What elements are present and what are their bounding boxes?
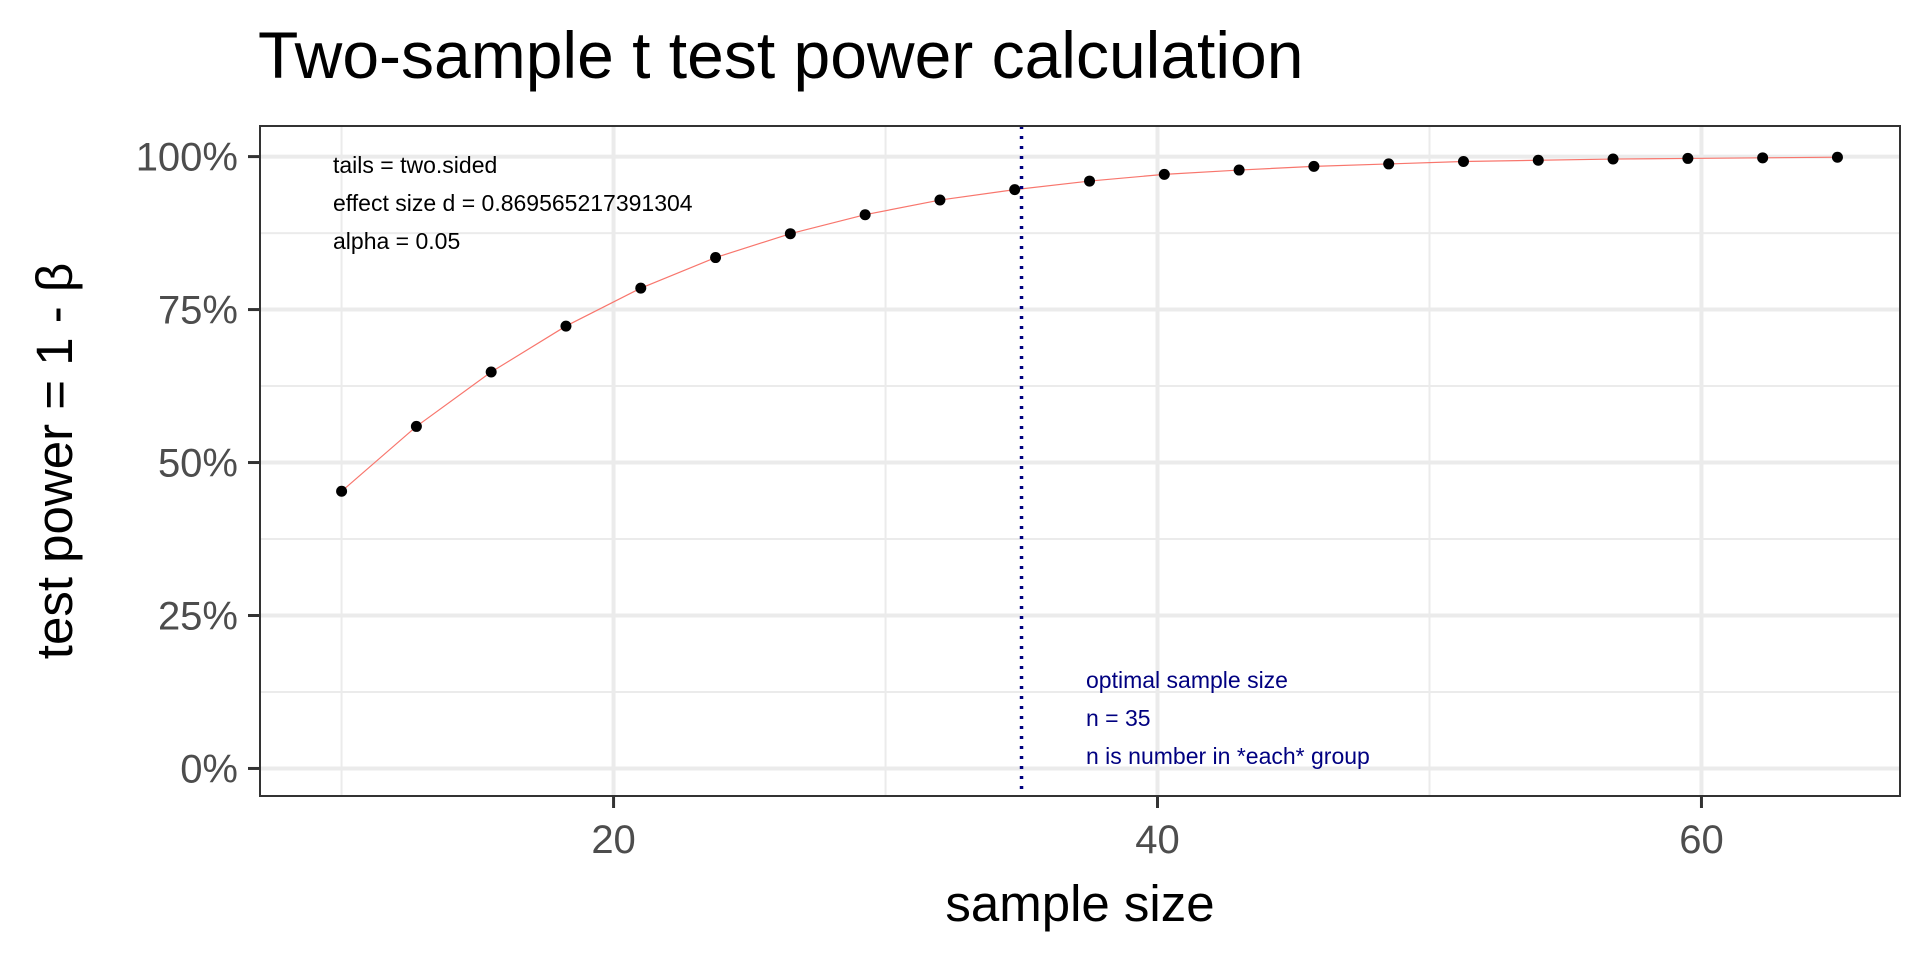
data-point <box>410 420 422 432</box>
x-tick-label: 20 <box>591 818 636 862</box>
data-point <box>784 228 796 240</box>
y-axis-title: test power = 1 - β <box>26 263 83 659</box>
data-point <box>485 366 497 378</box>
data-point <box>1682 152 1694 164</box>
annotations: tails = two.sided effect size d = 0.86956… <box>333 152 1370 769</box>
grid <box>260 126 1900 796</box>
optimal-annotation-line: optimal sample size <box>1086 667 1288 693</box>
data-point <box>1233 164 1245 176</box>
data-point <box>1757 152 1769 164</box>
optimal-annotation-line: n is number in *each* group <box>1086 743 1370 769</box>
data-point <box>1009 184 1021 196</box>
data-point <box>1084 175 1096 187</box>
y-tick-label: 0% <box>180 747 238 791</box>
x-tick-label: 40 <box>1135 818 1180 862</box>
data-point <box>336 485 348 497</box>
data-point <box>1607 153 1619 165</box>
y-tick-label: 100% <box>136 136 238 180</box>
parameter-annotation-line: tails = two.sided <box>333 152 497 178</box>
data-point <box>1158 168 1170 180</box>
chart-title: Two-sample t test power calculation <box>258 18 1303 92</box>
optimal-annotation-line: n = 35 <box>1086 705 1151 731</box>
x-axis-title: sample size <box>945 875 1214 932</box>
data-point <box>934 194 946 206</box>
panel-border <box>259 125 1901 797</box>
axes: 0% 25% 50% 75% 100% 20 40 60 <box>136 136 1724 862</box>
y-tick-label: 75% <box>158 289 238 333</box>
x-tick-label: 60 <box>1679 818 1724 862</box>
data-point <box>710 252 722 264</box>
data-point <box>1308 160 1320 172</box>
data-point <box>1532 154 1544 166</box>
series-points <box>336 151 1843 497</box>
parameter-annotation-line: alpha = 0.05 <box>333 228 460 254</box>
data-point <box>635 282 647 294</box>
y-tick-label: 50% <box>158 442 238 486</box>
data-point <box>859 209 871 221</box>
data-point <box>1457 155 1469 167</box>
data-point <box>1383 158 1395 170</box>
data-point <box>1831 151 1843 163</box>
y-tick-label: 25% <box>158 594 238 638</box>
data-point <box>560 320 572 332</box>
parameter-annotation-line: effect size d = 0.869565217391304 <box>333 190 693 216</box>
